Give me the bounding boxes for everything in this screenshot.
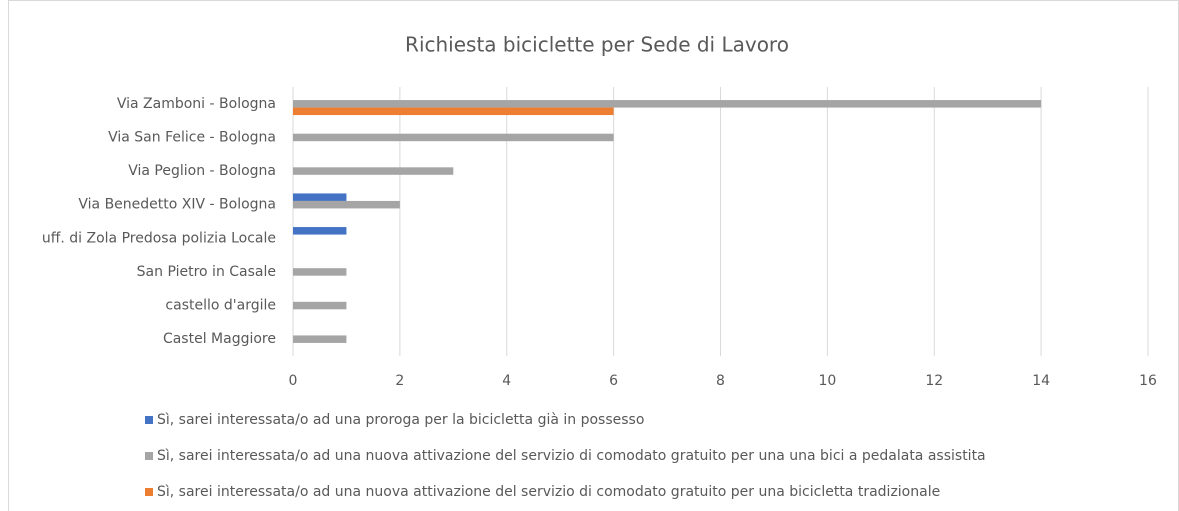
- y-tick-label: Via Zamboni - Bologna: [117, 96, 276, 112]
- x-tick-label: 12: [925, 373, 943, 389]
- y-tick-label: uff. di Zola Predosa polizia Locale: [42, 230, 276, 246]
- bar: [293, 301, 347, 310]
- x-tick-label: 10: [818, 373, 836, 389]
- bar: [293, 100, 1042, 108]
- x-tick-label: 2: [395, 373, 404, 389]
- x-tick-label: 14: [1032, 373, 1050, 389]
- legend-swatch: [145, 452, 153, 460]
- x-tick-label: 0: [289, 373, 298, 389]
- x-tick-label: 6: [609, 373, 618, 389]
- y-tick-label: Via Benedetto XIV - Bologna: [78, 197, 276, 213]
- x-tick-label: 4: [502, 373, 511, 389]
- bar: [293, 335, 347, 343]
- legend-swatch: [145, 416, 153, 424]
- bar: [293, 133, 614, 142]
- bar: [293, 227, 347, 235]
- legend-swatch: [145, 488, 153, 496]
- bar: [293, 268, 347, 276]
- chart-title: Richiesta biciclette per Sede di Lavoro: [405, 33, 789, 57]
- y-tick-label: San Pietro in Casale: [137, 264, 276, 280]
- bar: [293, 200, 400, 209]
- bar: [293, 193, 347, 201]
- chart-border: [8, 0, 1179, 511]
- x-tick-label: 16: [1139, 373, 1157, 389]
- legend-label: Sì, sarei interessata/o ad una nuova att…: [157, 448, 986, 464]
- y-tick-label: Castel Maggiore: [163, 331, 276, 347]
- y-tick-label: Via San Felice - Bologna: [108, 129, 276, 145]
- x-tick-label: 8: [716, 373, 725, 389]
- legend-label: Sì, sarei interessata/o ad una proroga p…: [157, 412, 644, 428]
- bar: [293, 167, 454, 175]
- legend-label: Sì, sarei interessata/o ad una nuova att…: [157, 484, 940, 500]
- y-tick-label: Via Peglion - Bologna: [128, 163, 276, 179]
- bar: [293, 107, 614, 116]
- y-tick-label: castello d'argile: [165, 298, 276, 314]
